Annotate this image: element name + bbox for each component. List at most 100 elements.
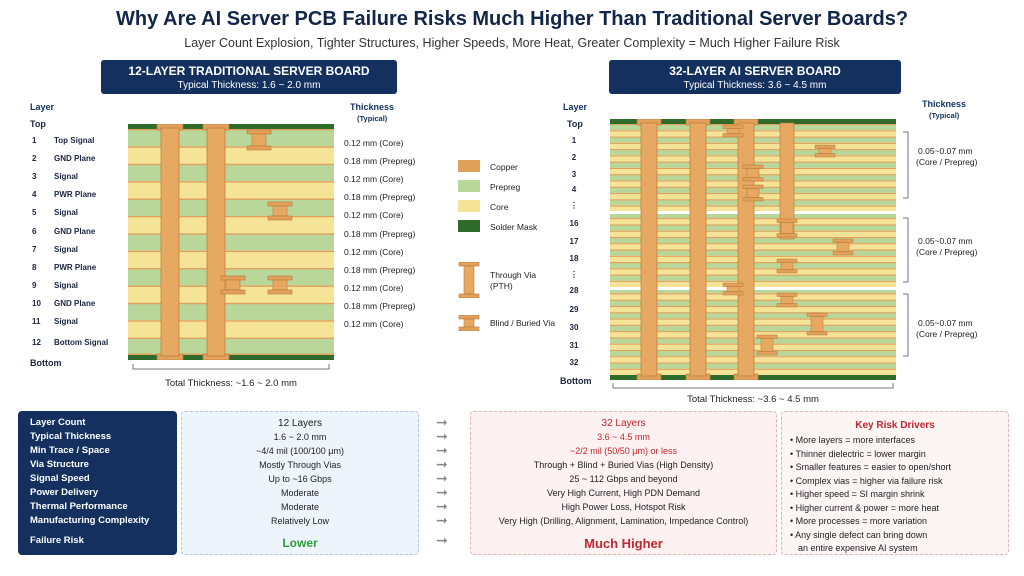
right-group-2-thickness: 0.05~0.07 mm [918,236,973,246]
left-board-thickness: Typical Thickness: 1.6 ~ 2.0 mm [177,80,321,91]
comparison-row-label: Power Delivery [30,487,99,498]
legend-through-via-sub: (PTH) [490,281,513,291]
left-layer-thickness: 0.18 mm (Prepreg) [344,192,416,203]
key-risk-title: Key Risk Drivers [855,420,935,431]
right-blind-via-5 [776,218,798,238]
legend-prepreg-label: Prepreg [490,182,521,192]
comparison-arrow-icon: ➞ [436,532,448,548]
left-layer-name: GND Plane [54,226,96,236]
key-risk-item: • Higher speed = SI margin shrink [790,489,925,499]
right-thickness-sub: (Typical) [929,111,960,120]
comparison-arrow-icon: ➞ [436,428,448,444]
right-layer-number: 18 [569,254,579,263]
left-layer-number: 2 [32,154,37,164]
key-risk-item: • Thinner dielectric = lower margin [790,448,926,459]
ai-value: Very High (Drilling, Alignment, Laminati… [498,516,749,526]
left-layer-number: 10 [32,298,41,308]
left-through-via-1 [156,124,184,360]
right-layer-number: 16 [569,219,579,228]
traditional-value: Lower [282,536,318,550]
key-risk-item: • More layers = more interfaces [790,435,915,445]
right-group-1-thickness: 0.05~0.07 mm [918,146,973,156]
left-layer-name: PWR Plane [54,262,97,272]
right-blind-via-7 [776,258,798,274]
comparison-labels-column: Layer Count Typical Thickness Min Trace / … [18,411,177,555]
comparison-row-label: Thermal Performance [30,501,128,512]
left-total-bracket [132,364,330,370]
key-risk-item: • Higher current & power = more heat [790,502,939,513]
right-layer-number: 4 [571,185,577,194]
comparison-arrow-icon: ➞ [436,470,448,486]
comparison-arrow-icon: ➞ [436,512,448,528]
left-layer-name: Signal [54,208,79,218]
traditional-value: 1.6 ~ 2.0 mm [273,432,327,442]
right-blind-via-4 [742,184,764,202]
legend-through-via-label: Through Via [490,270,537,280]
ai-value: Through + Blind + Buried Vias (High Dens… [533,460,714,470]
traditional-column: 12 Layers 1.6 ~ 2.0 mm ~4/4 mil (100/100 μ… [181,411,419,555]
right-layer-number: 28 [569,286,579,295]
ai-value: 32 Layers [601,418,646,429]
traditional-value: Moderate [280,502,320,512]
right-board-thickness: Typical Thickness: 3.6 ~ 4.5 mm [683,80,827,91]
comparison-row-label: Failure Risk [30,535,84,546]
left-layer-number: 4 [32,190,37,200]
comparison-arrow-icon: ➞ [436,484,448,500]
ai-value: ~2/2 mil (50/50 μm) or less [570,446,677,456]
comparison-row-label: Min Trace / Space [30,445,110,456]
right-layer-number: 2 [571,153,577,162]
left-layer-thickness: 0.18 mm (Prepreg) [344,264,416,275]
left-layer-name: Bottom Signal [54,338,109,348]
right-total-bracket [612,383,894,389]
key-risk-item: • Complex vias = higher via failure risk [790,475,943,486]
left-layer-name: Top Signal [54,136,95,145]
left-blind-via-4 [267,275,293,295]
page-title: Why Are AI Server PCB Failure Risks Much… [115,8,909,30]
ai-value: Much Higher [584,536,663,551]
left-layer-thickness: 0.12 mm (Core) [344,319,404,329]
left-board-title: 12-LAYER TRADITIONAL SERVER BOARD [128,64,370,78]
page-subtitle: Layer Count Explosion, Tighter Structure… [184,36,840,50]
right-group-2-type: (Core / Prepreg) [916,247,978,257]
right-layer-number: ⋮ [570,201,578,210]
left-through-via-2 [202,124,230,360]
comparison-row-label: Manufacturing Complexity [30,515,150,526]
left-layer-thickness: 0.12 mm (Core) [344,138,404,148]
ai-column: 32 Layers 3.6 ~ 4.5 mm ~2/2 mil (50/50 μm)… [470,411,777,555]
left-top-label: Top [30,119,46,129]
right-blind-via-6 [832,238,854,256]
left-layer-number: 1 [32,136,37,145]
legend-copper-label: Copper [490,162,518,172]
left-layer-thickness: 0.18 mm (Prepreg) [344,156,416,167]
ai-value: High Power Loss, Hotspot Risk [561,502,686,512]
legend-copper-swatch [458,160,480,172]
comparison-arrow-icon: ➞ [436,498,448,514]
traditional-value: 12 Layers [278,418,322,429]
left-layer-thickness: 0.12 mm (Core) [344,174,404,185]
left-total-thickness: Total Thickness: ~1.6 ~ 2.0 mm [165,378,297,389]
left-layer-header: Layer [30,102,55,112]
right-layer-header: Layer [563,102,588,112]
comparison-row-label: Typical Thickness [30,431,112,442]
right-layer-number: 30 [569,323,579,332]
right-board-heading: 32-LAYER AI SERVER BOARD Typical Thickne… [609,60,901,94]
legend-solder-swatch [458,220,480,232]
left-layer-number: 9 [32,280,37,290]
left-blind-via-1 [246,129,272,151]
left-layer-number: 11 [32,317,41,326]
right-blind-via-8 [722,282,744,296]
left-blind-via-2 [267,201,293,221]
legend-core-label: Core [490,202,509,212]
ai-value: 25 ~ 112 Gbps and beyond [569,474,678,484]
right-layer-number: 32 [569,358,579,367]
left-layer-name: Signal [54,317,79,326]
left-layer-thickness: 0.12 mm (Core) [344,246,404,257]
key-risk-item: • Any single defect can bring down [790,529,928,540]
left-layer-name: GND Plane [54,298,96,308]
comparison-arrow-icon: ➞ [436,414,448,430]
traditional-value: Mostly Through Vias [259,460,341,470]
right-group-brackets [903,131,909,357]
left-layer-thickness: 0.18 mm (Prepreg) [344,228,416,239]
right-layer-number: 17 [569,237,579,246]
traditional-value: Moderate [280,488,320,498]
